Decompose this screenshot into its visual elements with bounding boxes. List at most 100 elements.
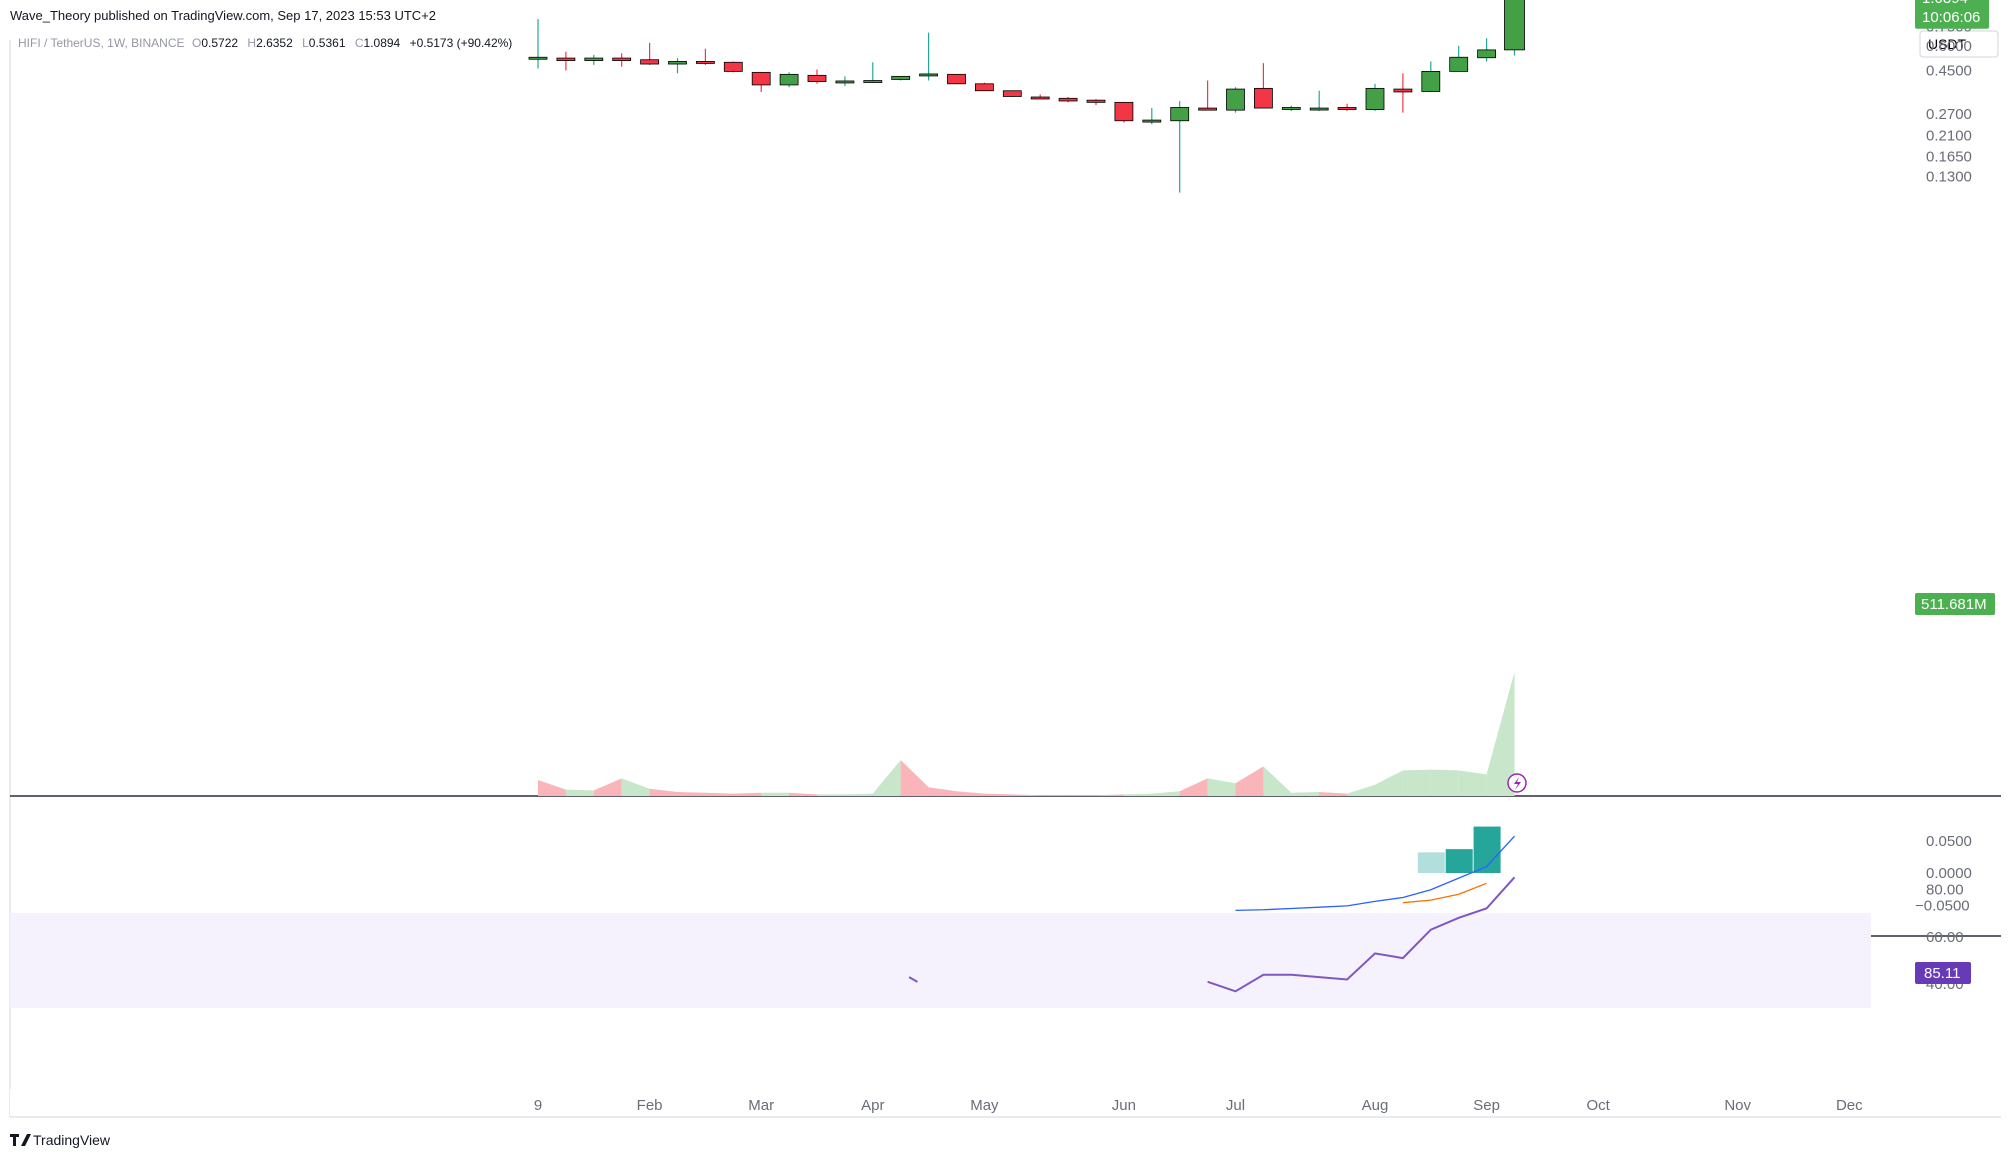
- candle-body: [1365, 87, 1385, 110]
- candle: [723, 61, 743, 73]
- candle-body: [528, 56, 548, 60]
- candle: [1170, 100, 1190, 193]
- close-value: 1.0894: [364, 36, 401, 50]
- published-caption: Wave_Theory published on TradingView.com…: [10, 8, 436, 23]
- candle: [919, 32, 938, 81]
- volume-segment: [1486, 672, 1515, 796]
- rsi-line: [1207, 876, 1516, 993]
- volume-segment: [984, 793, 1013, 796]
- candles-layer[interactable]: [528, 0, 1525, 193]
- candle: [612, 53, 632, 67]
- candle: [1226, 87, 1245, 113]
- volume-segment: [621, 778, 650, 796]
- volume-segment: [1096, 794, 1124, 796]
- open-label: O: [192, 36, 201, 50]
- tradingview-logo[interactable]: TradingView: [10, 1132, 111, 1148]
- rsi-tick-label: 80.00: [1926, 881, 1964, 898]
- candle: [975, 82, 994, 92]
- candle: [779, 72, 799, 88]
- volume-segment: [900, 760, 929, 796]
- candle: [1477, 38, 1496, 62]
- candle-body: [612, 57, 632, 61]
- tv-logo-icon: [10, 1134, 31, 1146]
- candle: [528, 19, 548, 69]
- candle-body: [723, 61, 743, 72]
- candle: [696, 48, 715, 65]
- volume-segment: [761, 792, 790, 796]
- symbol-legend: HIFI / TetherUS, 1W, BINANCE O0.5722 H2.…: [18, 36, 512, 50]
- candle: [947, 73, 966, 85]
- candle-body: [1170, 107, 1190, 122]
- candle: [1337, 103, 1357, 112]
- candle-body: [1086, 99, 1106, 103]
- time-tick-label: Apr: [861, 1097, 884, 1114]
- candle: [751, 71, 771, 92]
- candle-body: [1337, 107, 1357, 110]
- volume-segment: [1263, 766, 1292, 796]
- candle-body: [975, 83, 994, 92]
- volume-segment: [677, 792, 706, 796]
- currency-button[interactable]: USDT: [1919, 30, 1999, 58]
- candle-body: [835, 80, 855, 84]
- candle-body: [1449, 56, 1469, 72]
- volume-segment: [1291, 792, 1320, 796]
- macd-tick-label: −0.0500: [1915, 897, 1970, 914]
- candle-body: [891, 75, 911, 80]
- candle-body: [863, 80, 883, 83]
- last-price-tag-bg: [1915, 0, 1989, 29]
- candle-body: [1421, 71, 1441, 92]
- candle-body: [556, 57, 576, 61]
- volume-segment: [705, 792, 734, 796]
- volume-segment: [565, 789, 594, 796]
- price-tick-label: 0.1300: [1926, 169, 1972, 186]
- signal-line: [1402, 882, 1487, 904]
- close-label: C: [355, 36, 364, 50]
- time-tick-label: Nov: [1724, 1097, 1751, 1114]
- symbol-title: HIFI / TetherUS, 1W, BINANCE: [18, 36, 185, 50]
- lightning-alert-icon[interactable]: [1507, 773, 1527, 793]
- volume-segment: [844, 793, 873, 796]
- volume-segment: [789, 792, 817, 796]
- macd-histogram-bar: [1417, 852, 1445, 873]
- high-label-legend: H: [247, 36, 256, 50]
- volume-segment: [956, 791, 985, 796]
- rsi-tag-bg: [1915, 962, 1971, 984]
- candle-body: [1309, 107, 1329, 111]
- candle-body: [1058, 97, 1078, 102]
- volume-segment: [1235, 766, 1264, 796]
- volume-segment: [1068, 795, 1096, 796]
- fib-level-label: 0.65 (1.1173): [1550, 0, 1621, 1]
- price-tick-label: 0.2100: [1926, 128, 1972, 145]
- time-tick-label: May: [970, 1097, 999, 1114]
- countdown-tag: 10:06:06: [1922, 9, 1980, 26]
- candle: [1254, 63, 1273, 109]
- candle-body: [584, 57, 604, 61]
- low-value: 0.5361: [309, 36, 346, 50]
- volume-segment: [1375, 770, 1403, 796]
- candle-body: [696, 61, 715, 64]
- volume-segment: [593, 778, 622, 796]
- candle: [1086, 99, 1106, 106]
- volume-tag: 511.681M: [1921, 596, 1987, 613]
- time-tick-label: 9: [534, 1097, 542, 1114]
- candle: [835, 76, 855, 87]
- volume-segment: [1207, 778, 1236, 796]
- change-value: +0.5173 (+90.42%): [410, 36, 513, 50]
- candle-body: [1504, 0, 1525, 51]
- macd-line: [1235, 835, 1515, 912]
- time-axis-bg: [10, 1089, 2000, 1116]
- candle-body: [1142, 119, 1162, 123]
- volume-layer: [538, 672, 1515, 796]
- candle-body: [1281, 107, 1301, 110]
- volume-segment: [1319, 792, 1348, 796]
- rsi-layer: [908, 876, 1516, 993]
- macd-layer: [1235, 826, 1515, 912]
- time-tick-label: Feb: [637, 1097, 663, 1114]
- time-tick-label: Aug: [1362, 1097, 1389, 1114]
- candle: [1365, 83, 1385, 112]
- candle-body: [919, 73, 938, 77]
- volume-segment: [1151, 791, 1180, 796]
- candle: [891, 75, 911, 81]
- candle: [1058, 96, 1078, 103]
